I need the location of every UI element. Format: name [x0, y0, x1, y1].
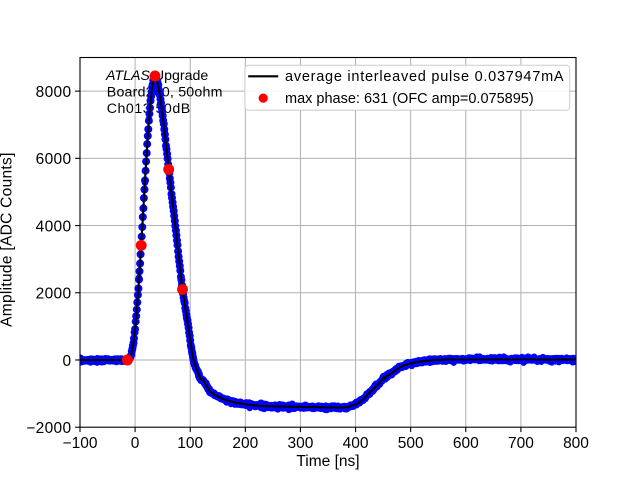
svg-text:4000: 4000 — [36, 218, 72, 235]
svg-text:500: 500 — [398, 435, 424, 452]
svg-text:300: 300 — [287, 435, 313, 452]
svg-text:Time [ns]: Time [ns] — [296, 453, 359, 470]
svg-text:Board260, 50ohm: Board260, 50ohm — [107, 85, 223, 101]
svg-text:−2000: −2000 — [26, 420, 71, 437]
svg-text:400: 400 — [343, 435, 369, 452]
svg-text:800: 800 — [563, 435, 589, 452]
svg-text:Amplitude [ADC Counts]: Amplitude [ADC Counts] — [0, 152, 15, 327]
svg-text:average interleaved pulse 0.03: average interleaved pulse 0.037947mA — [285, 69, 564, 85]
svg-text:700: 700 — [508, 435, 534, 452]
svg-text:0: 0 — [131, 435, 140, 452]
svg-text:100: 100 — [177, 435, 203, 452]
svg-text:2000: 2000 — [36, 286, 72, 303]
svg-text:600: 600 — [453, 435, 479, 452]
svg-text:6000: 6000 — [36, 151, 72, 168]
svg-text:max phase: 631 (OFC amp=0.0758: max phase: 631 (OFC amp=0.075895) — [285, 91, 534, 107]
svg-text:−100: −100 — [63, 435, 98, 452]
svg-text:8000: 8000 — [36, 84, 72, 101]
svg-text:0: 0 — [63, 353, 72, 370]
svg-text:200: 200 — [232, 435, 258, 452]
